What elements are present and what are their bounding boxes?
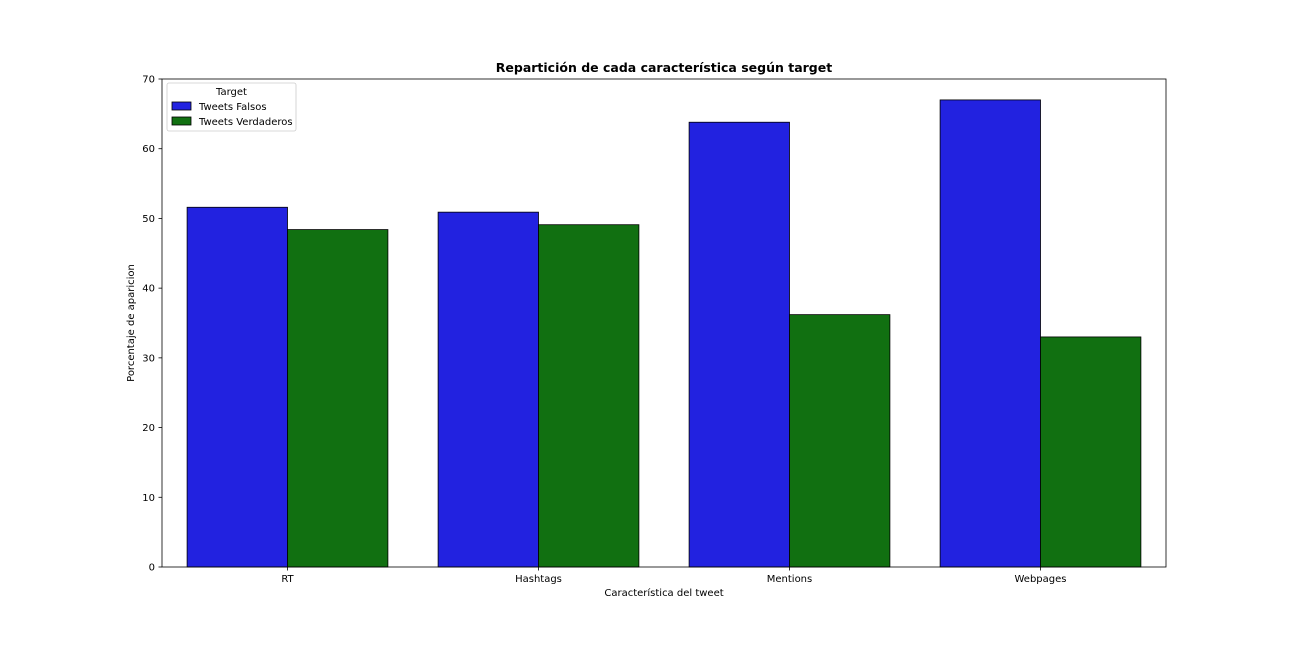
bar-tweets-falsos-rt — [186, 206, 288, 568]
bar-tweets-falsos-mentions — [688, 121, 790, 568]
y-tick-label: 30 — [142, 353, 155, 364]
y-tick-label: 20 — [142, 423, 155, 434]
x-axis: RT Hashtags Mentions Webpages — [281, 567, 1067, 585]
bar-tweets-verdaderos-webpages — [1040, 336, 1142, 568]
bar-tweets-verdaderos-mentions — [789, 314, 891, 568]
y-tick-label: 60 — [142, 144, 155, 155]
legend-swatch-falsos — [171, 101, 192, 111]
y-tick-label: 0 — [149, 563, 155, 574]
y-axis-label: Porcentaje de aparicion — [126, 264, 137, 382]
bars-layer — [186, 99, 1142, 568]
x-axis-label: Característica del tweet — [604, 587, 723, 599]
bar-tweets-verdaderos-rt — [287, 229, 389, 568]
chart-title: Repartición de cada característica según… — [496, 60, 832, 75]
y-tick-label: 40 — [142, 284, 155, 295]
legend-label-falsos: Tweets Falsos — [198, 102, 267, 113]
legend-box — [166, 82, 297, 132]
x-tick-label-mentions: Mentions — [767, 574, 812, 585]
legend-label-verdaderos: Tweets Verdaderos — [198, 117, 293, 128]
legend-swatch-verdaderos — [171, 116, 192, 126]
y-tick-label: 50 — [142, 214, 155, 225]
x-tick-label-rt: RT — [281, 574, 294, 585]
y-tick-label: 10 — [142, 493, 155, 504]
x-tick-label-webpages: Webpages — [1015, 574, 1067, 585]
legend-title: Target — [215, 87, 247, 98]
plot-area-frame — [161, 78, 1167, 568]
bar-tweets-verdaderos-hashtags — [538, 224, 640, 568]
legend: Target Tweets Falsos Tweets Verdaderos — [166, 82, 297, 132]
bar-tweets-falsos-hashtags — [437, 211, 539, 568]
y-axis: 0 10 20 30 40 50 60 70 — [142, 75, 162, 574]
x-tick-label-hashtags: Hashtags — [515, 574, 562, 585]
bar-tweets-falsos-webpages — [939, 99, 1041, 568]
y-tick-label: 70 — [142, 75, 155, 86]
